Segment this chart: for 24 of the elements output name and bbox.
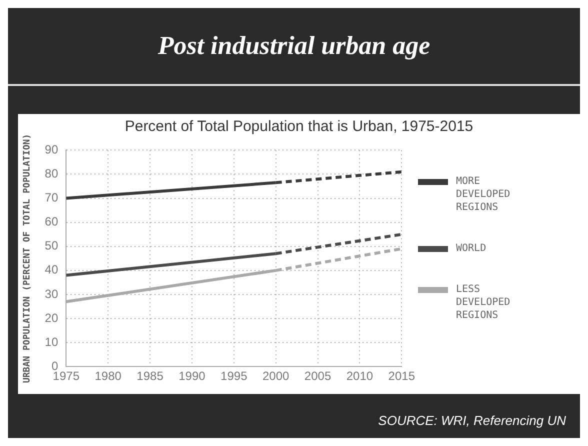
x-tick-label: 2005: [304, 369, 332, 384]
y-tick-label: 80: [44, 166, 58, 181]
legend-label: WORLD: [456, 242, 488, 255]
x-tick-label: 1990: [178, 369, 206, 384]
chart-subtitle: Percent of Total Population that is Urban, 1975-2015: [124, 118, 474, 135]
y-tick-label: 70: [44, 190, 58, 205]
source-note: SOURCE: WRI, Referencing UN: [378, 413, 566, 428]
x-tick-label: 1985: [136, 369, 164, 384]
x-tick-label: 2010: [346, 369, 374, 384]
y-tick-label: 50: [44, 238, 58, 253]
y-tick-label: 30: [44, 286, 58, 301]
x-tick-label: 1995: [220, 369, 248, 384]
legend-label: MORE DEVELOPED REGIONS: [456, 175, 512, 214]
y-tick-label: 90: [44, 142, 58, 157]
y-tick-label: 60: [44, 214, 58, 229]
y-axis-title: URBAN POPULATION (PERCENT OF TOTAL POPULATION): [22, 134, 33, 384]
x-tick-label: 2015: [388, 369, 416, 384]
x-tick-label: 2000: [262, 369, 290, 384]
legend-label: LESS DEVELOPED REGIONS: [456, 283, 512, 322]
x-tick-label: 1980: [94, 369, 122, 384]
y-tick-label: 20: [44, 310, 58, 325]
y-tick-label: 40: [44, 262, 58, 277]
chart-title: Post industrial urban age: [8, 8, 580, 86]
y-tick-label: 10: [44, 334, 58, 349]
